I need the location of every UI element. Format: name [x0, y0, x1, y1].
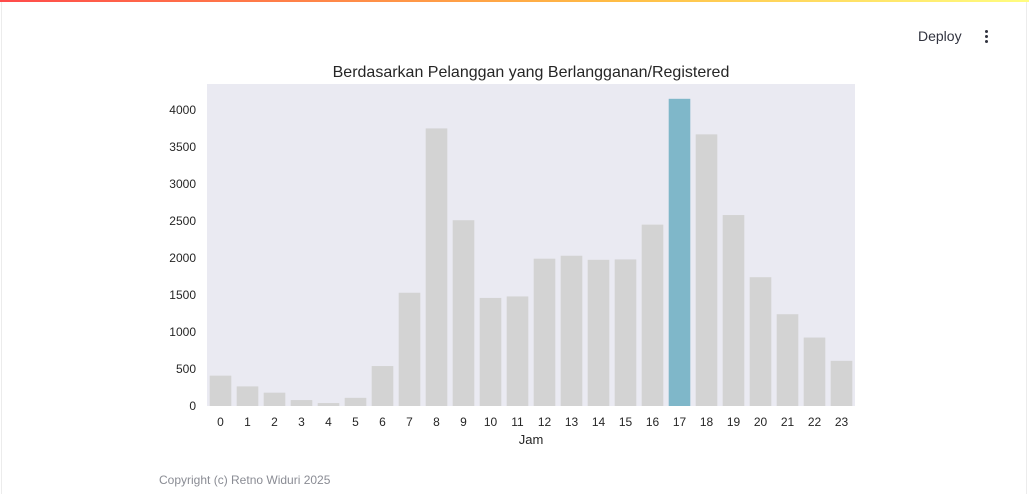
- bar-5: [344, 397, 367, 406]
- bar-18: [695, 134, 718, 406]
- y-tick-label: 1500: [169, 288, 196, 302]
- x-tick-label: 5: [352, 415, 359, 429]
- x-tick-label: 23: [835, 415, 849, 429]
- y-tick-label: 0: [189, 399, 196, 413]
- bar-23: [830, 360, 853, 406]
- bar-21: [776, 314, 799, 406]
- copyright-footer: Copyright (c) Retno Widuri 2025: [159, 473, 331, 487]
- x-tick-label: 12: [538, 415, 552, 429]
- bar-chart: Berdasarkan Pelanggan yang Berlangganan/…: [169, 64, 855, 447]
- y-tick-label: 4000: [169, 103, 196, 117]
- x-tick-label: 0: [217, 415, 224, 429]
- bar-3: [290, 400, 313, 406]
- bar-7: [398, 292, 421, 406]
- x-tick-label: 3: [298, 415, 305, 429]
- x-tick-label: 10: [484, 415, 498, 429]
- bar-11: [506, 296, 529, 406]
- y-tick-label: 2000: [169, 251, 196, 265]
- x-tick-label: 6: [379, 415, 386, 429]
- x-tick-label: 11: [511, 415, 524, 429]
- bar-6: [371, 366, 394, 406]
- bar-15: [614, 259, 637, 406]
- x-tick-label: 21: [781, 415, 795, 429]
- bar-1: [236, 386, 259, 406]
- bar-9: [452, 220, 475, 406]
- bar-20: [749, 277, 772, 406]
- x-tick-label: 15: [619, 415, 633, 429]
- x-tick-label: 18: [700, 415, 714, 429]
- bar-0: [209, 375, 232, 406]
- plot-area: [207, 84, 855, 406]
- bar-14: [587, 259, 610, 406]
- kebab-menu-icon[interactable]: [976, 24, 996, 48]
- y-tick-label: 3000: [169, 177, 196, 191]
- x-tick-label: 20: [754, 415, 768, 429]
- y-tick-label: 500: [176, 362, 196, 376]
- y-tick-label: 1000: [169, 325, 196, 339]
- x-tick-label: 1: [244, 415, 251, 429]
- bar-8: [425, 128, 448, 406]
- x-tick-label: 4: [325, 415, 332, 429]
- y-tick-label: 2500: [169, 214, 196, 228]
- x-tick-label: 14: [592, 415, 606, 429]
- x-tick-label: 7: [406, 415, 413, 429]
- x-tick-label: 13: [565, 415, 579, 429]
- bar-10: [479, 297, 502, 406]
- x-tick-label: 8: [433, 415, 440, 429]
- x-tick-label: 2: [271, 415, 278, 429]
- deploy-button[interactable]: Deploy: [908, 24, 972, 48]
- bar-19: [722, 215, 745, 406]
- chart-title: Berdasarkan Pelanggan yang Berlangganan/…: [333, 64, 730, 81]
- bar-4: [317, 403, 340, 406]
- x-tick-label: 19: [727, 415, 741, 429]
- bar-17: [668, 98, 691, 406]
- x-tick-label: 16: [646, 415, 660, 429]
- bar-2: [263, 392, 286, 406]
- bar-13: [560, 255, 583, 406]
- x-tick-label: 9: [460, 415, 467, 429]
- y-tick-label: 3500: [169, 140, 196, 154]
- top-decoration-bar: [0, 0, 1029, 2]
- x-tick-label: 22: [808, 415, 822, 429]
- bar-16: [641, 224, 664, 406]
- x-axis-label: Jam: [519, 432, 544, 447]
- x-tick-label: 17: [673, 415, 687, 429]
- bar-22: [803, 337, 826, 406]
- bar-12: [533, 258, 556, 406]
